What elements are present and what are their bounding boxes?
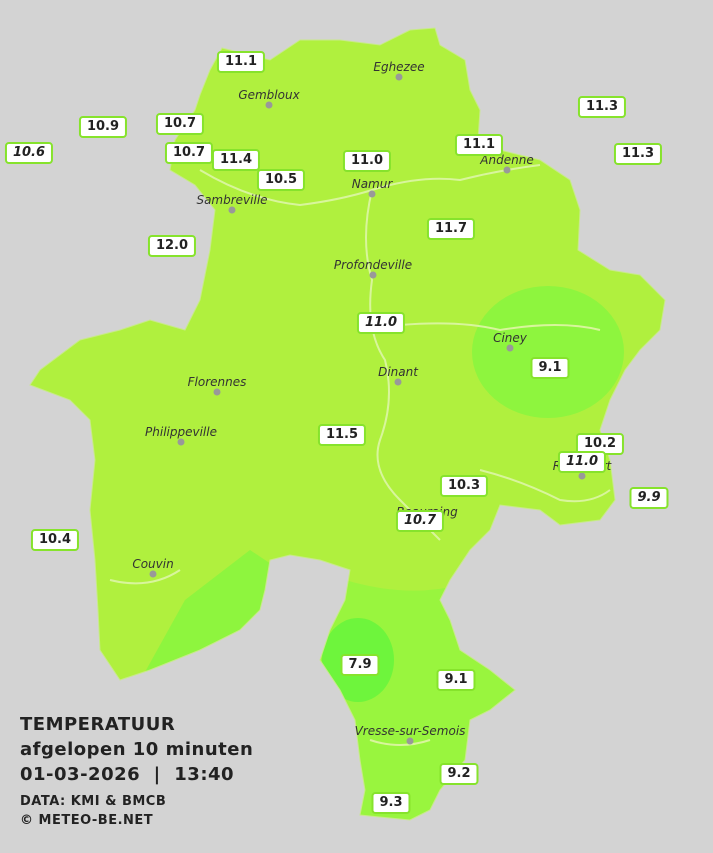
town-label: Philippeville [145, 425, 217, 439]
town-dot [149, 570, 157, 578]
town-label: Florennes [187, 375, 247, 389]
legend-subtitle: afgelopen 10 minuten [20, 739, 254, 760]
station-label: 7.9 [340, 654, 380, 676]
rivers [109, 164, 611, 746]
station-label: 9.3 [371, 792, 411, 814]
station-label: 11.7 [426, 218, 476, 240]
town-dot [368, 190, 376, 198]
legend-title: TEMPERATUUR [20, 714, 176, 735]
station-label: 10.7 [395, 510, 445, 532]
town-label: Namur [351, 177, 393, 191]
station-label: 9.9 [629, 487, 669, 509]
station-label: 12.0 [147, 235, 197, 257]
station-label: 10.6 [4, 142, 54, 164]
town-label: Andenne [480, 153, 534, 167]
station-label: 11.1 [216, 51, 266, 73]
town-label: Ciney [493, 331, 527, 345]
town-dot [369, 271, 377, 279]
station-label: 11.1 [454, 134, 504, 156]
station-label: 10.7 [164, 142, 214, 164]
town-dot [265, 101, 273, 109]
town-label: Dinant [378, 365, 418, 379]
town-dot [503, 166, 511, 174]
station-label: 9.1 [530, 357, 570, 379]
station-label: 11.3 [613, 143, 663, 165]
town-dot [395, 73, 403, 81]
town-dot [506, 344, 514, 352]
station-label: 9.2 [439, 763, 479, 785]
station-label: 10.5 [256, 169, 306, 191]
station-label: 11.5 [317, 424, 367, 446]
legend-copyright: © METEO-BE.NET [20, 813, 154, 828]
legend-source: DATA: KMI & BMCB [20, 794, 167, 809]
legend: TEMPERATUUR afgelopen 10 minuten 01-03-2… [20, 712, 253, 830]
town-dot [406, 737, 414, 745]
town-label: Eghezee [373, 60, 425, 74]
town-label: Sambreville [196, 193, 268, 207]
station-label: 10.3 [439, 475, 489, 497]
town-dot [578, 472, 586, 480]
town-dot [213, 388, 221, 396]
station-label: 11.3 [577, 96, 627, 118]
legend-datetime: 01-03-2026 | 13:40 [20, 764, 235, 785]
town-label: Couvin [132, 557, 174, 571]
station-label: 11.4 [211, 149, 261, 171]
town-label: Gembloux [238, 88, 300, 102]
town-dot [394, 378, 402, 386]
station-label: 10.7 [155, 113, 205, 135]
station-label: 11.0 [557, 451, 607, 473]
station-label: 10.9 [78, 116, 128, 138]
station-label: 9.1 [436, 669, 476, 691]
station-label: 11.0 [356, 312, 406, 334]
town-dot [228, 206, 236, 214]
town-label: Vresse-sur-Semois [354, 724, 466, 738]
station-label: 10.4 [30, 529, 80, 551]
station-label: 11.0 [342, 150, 392, 172]
town-label: Profondeville [333, 258, 413, 272]
town-dot [177, 438, 185, 446]
